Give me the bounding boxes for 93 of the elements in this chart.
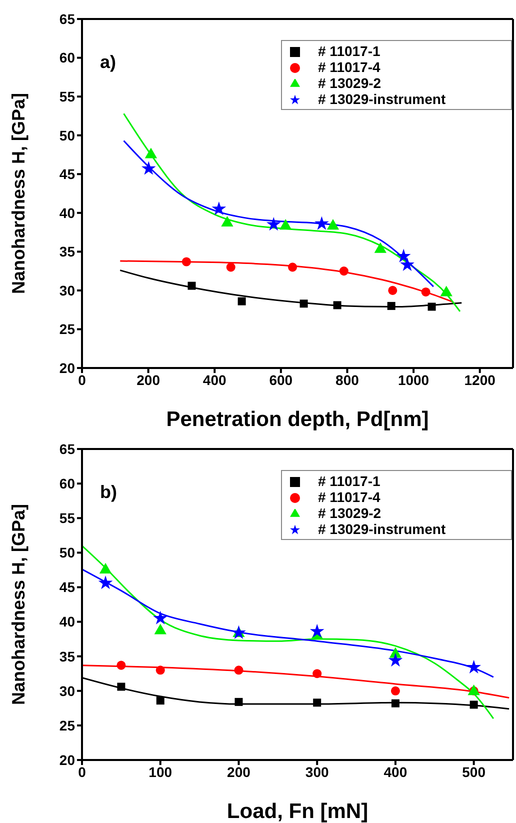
- point: [312, 669, 322, 678]
- point: [238, 297, 246, 306]
- x-tick-label: 100: [148, 764, 172, 780]
- point: [116, 660, 126, 670]
- line-series: [82, 664, 510, 699]
- point: [221, 216, 234, 226]
- point: [98, 576, 113, 590]
- point: [470, 700, 478, 709]
- point: [117, 682, 126, 691]
- x-tick-label: 500: [462, 764, 486, 780]
- point: [400, 257, 414, 271]
- point: [226, 262, 236, 272]
- y-tick-label: 30: [59, 282, 76, 298]
- point: [388, 286, 398, 295]
- line-series: [82, 545, 494, 720]
- point: [154, 624, 166, 634]
- line-series: [82, 568, 494, 678]
- x-tick-label: 400: [384, 764, 408, 780]
- x-tick-label: 200: [227, 764, 251, 780]
- annotation: b): [100, 482, 117, 503]
- y-tick-label: 50: [59, 127, 76, 144]
- y-tick-label: 20: [59, 360, 76, 376]
- y-tick-label: 40: [59, 614, 76, 630]
- point: [300, 300, 308, 308]
- point: [153, 610, 168, 624]
- y-tick-label: 20: [59, 752, 76, 768]
- point: [374, 242, 386, 253]
- point: [156, 696, 164, 705]
- point: [428, 302, 436, 311]
- point: [339, 266, 348, 276]
- legend-label: # 11017-1: [318, 43, 380, 59]
- legend-label: # 11017-1: [318, 473, 380, 489]
- legend-label: # 13029-2: [318, 75, 382, 91]
- point: [144, 148, 158, 158]
- point: [390, 686, 400, 696]
- point: [313, 698, 322, 707]
- x-tick-label: 0: [78, 372, 86, 388]
- point: [234, 698, 243, 706]
- legend-label: # 13029-instrument: [318, 91, 446, 107]
- point: [99, 562, 112, 574]
- y-tick-label: 50: [59, 544, 76, 561]
- point: [212, 201, 226, 216]
- x-tick-label: 800: [336, 372, 360, 388]
- x-tick-label: 600: [269, 372, 293, 388]
- y-tick-label: 65: [59, 440, 76, 457]
- point: [288, 262, 298, 272]
- point: [234, 666, 244, 675]
- point: [141, 161, 156, 175]
- y-axis-title: Nanohardness H, [GPa]: [8, 92, 28, 294]
- y-tick-label: 55: [59, 88, 76, 105]
- x-tick-label: 1000: [398, 372, 430, 388]
- point: [387, 302, 396, 310]
- y-tick-label: 25: [59, 717, 76, 734]
- annotation: a): [100, 52, 116, 73]
- line-series: [123, 112, 461, 312]
- point: [156, 666, 165, 675]
- point: [314, 216, 329, 230]
- x-axis-title: Penetration depth, Pd[nm]: [166, 408, 429, 431]
- line-series: [123, 140, 434, 288]
- point: [333, 301, 342, 310]
- y-tick-label: 55: [59, 510, 76, 526]
- point: [188, 282, 196, 290]
- point: [396, 248, 411, 262]
- x-axis-title: Load, Fn [mN]: [226, 800, 368, 823]
- x-tick-label: 0: [78, 764, 86, 780]
- point: [388, 652, 403, 667]
- y-axis-title: Nanohardness H, [GPa]: [8, 504, 28, 706]
- y-tick-label: 45: [59, 166, 76, 182]
- x-tick-label: 300: [305, 764, 329, 780]
- point: [466, 660, 481, 674]
- legend-label: # 13029-instrument: [318, 521, 446, 537]
- x-tick-label: 200: [136, 372, 160, 388]
- y-tick-label: 60: [59, 476, 76, 492]
- y-tick-label: 65: [59, 10, 76, 27]
- y-tick-label: 30: [59, 682, 76, 699]
- legend-label: # 11017-4: [318, 59, 380, 75]
- point: [266, 216, 281, 231]
- point: [391, 699, 400, 708]
- point: [279, 219, 292, 230]
- y-tick-label: 45: [59, 579, 76, 596]
- y-tick-label: 60: [59, 50, 76, 66]
- point: [326, 219, 340, 230]
- point: [182, 257, 191, 266]
- point: [421, 287, 430, 296]
- x-tick-label: 1200: [464, 372, 496, 388]
- x-tick-label: 400: [202, 372, 227, 388]
- point: [310, 624, 324, 638]
- y-tick-label: 35: [59, 648, 76, 664]
- y-tick-label: 35: [59, 244, 76, 260]
- legend-label: # 13029-2: [318, 505, 382, 521]
- legend-label: # 11017-4: [318, 489, 380, 505]
- y-tick-label: 40: [59, 204, 76, 221]
- y-tick-label: 25: [59, 321, 76, 338]
